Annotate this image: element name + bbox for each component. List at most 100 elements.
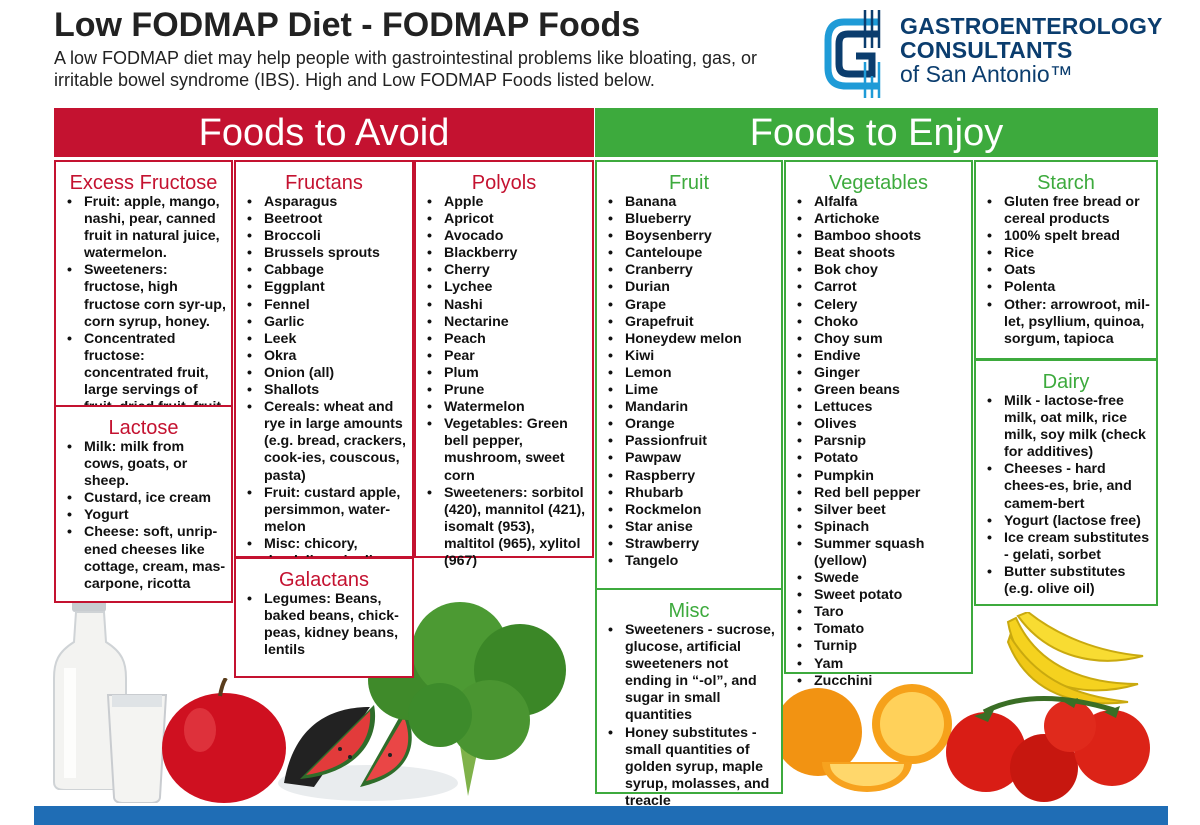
list-item: Olives bbox=[797, 416, 967, 433]
apple-illustration bbox=[162, 678, 286, 803]
vegetables-box: Vegetables Alfalfa Artichoke Bamboo shoo… bbox=[784, 160, 973, 690]
list-item: Silver beet bbox=[797, 502, 967, 519]
list-item: Watermelon bbox=[427, 399, 588, 416]
dairy-list: Milk - lactose-free milk, oat milk, rice… bbox=[976, 393, 1156, 598]
list-item: Eggplant bbox=[247, 279, 408, 296]
list-item: Cherry bbox=[427, 262, 588, 279]
list-item: Rockmelon bbox=[608, 502, 777, 519]
list-item: Oats bbox=[987, 262, 1152, 279]
oranges-illustration bbox=[774, 684, 952, 792]
list-item: Green beans bbox=[797, 382, 967, 399]
logo-mark-icon bbox=[824, 10, 881, 98]
list-item: Mandarin bbox=[608, 399, 777, 416]
lactose-title: Lactose bbox=[108, 417, 179, 439]
list-item: Apricot bbox=[427, 211, 588, 228]
list-item: Blueberry bbox=[608, 211, 777, 228]
list-item: Lychee bbox=[427, 279, 588, 296]
excess-fructose-title: Excess Fructose bbox=[69, 172, 218, 194]
dairy-box: Dairy Milk - lactose-free milk, oat milk… bbox=[974, 359, 1158, 606]
bananas-illustration bbox=[1006, 612, 1144, 705]
list-item: Avocado bbox=[427, 228, 588, 245]
misc-title: Misc bbox=[668, 600, 710, 622]
list-item: Turnip bbox=[797, 638, 967, 655]
list-item: Bamboo shoots bbox=[797, 228, 967, 245]
list-item: Cabbage bbox=[247, 262, 408, 279]
misc-list: Sweeteners - sucrose, glucose, artificia… bbox=[597, 622, 781, 810]
list-item: Pear bbox=[427, 348, 588, 365]
footer-bar bbox=[34, 806, 1168, 825]
foods-to-avoid-header: Foods to Avoid bbox=[54, 108, 594, 157]
vegetables-list: Alfalfa Artichoke Bamboo shoots Beat sho… bbox=[786, 194, 971, 690]
brand-logo[interactable]: GASTROENTEROLOGY CONSULTANTS of San Anto… bbox=[820, 8, 1180, 100]
starch-title: Starch bbox=[1037, 172, 1095, 194]
milk-bottle-illustration bbox=[53, 598, 127, 790]
lactose-box: Lactose Milk: milk from cows, goats, or … bbox=[54, 405, 233, 603]
list-item: Sweet potato bbox=[797, 587, 967, 604]
list-item: Milk: milk from cows, goats, or sheep. bbox=[67, 439, 227, 490]
misc-box: Misc Sweeteners - sucrose, glucose, arti… bbox=[595, 588, 783, 809]
list-item: Shallots bbox=[247, 382, 408, 399]
vegetables-title: Vegetables bbox=[829, 172, 928, 194]
excess-fructose-box: Excess Fructose Fruit: apple, mango, nas… bbox=[54, 160, 233, 432]
list-item: Endive bbox=[797, 348, 967, 365]
list-item: Star anise bbox=[608, 519, 777, 536]
list-item: Garlic bbox=[247, 314, 408, 331]
list-item: Parsnip bbox=[797, 433, 967, 450]
list-item: Grapefruit bbox=[608, 314, 777, 331]
galactans-list: Legumes: Beans, baked beans, chick-peas,… bbox=[236, 591, 412, 659]
lactose-list: Milk: milk from cows, goats, or sheep. C… bbox=[56, 439, 231, 593]
list-item: Plum bbox=[427, 365, 588, 382]
dairy-title: Dairy bbox=[1042, 371, 1090, 393]
list-item: Alfalfa bbox=[797, 194, 967, 211]
list-item: Honey substitutes - small quantities of … bbox=[608, 725, 777, 810]
list-item: Brussels sprouts bbox=[247, 245, 408, 262]
list-item: Prune bbox=[427, 382, 588, 399]
list-item: Potato bbox=[797, 450, 967, 467]
list-item: 100% spelt bread bbox=[987, 228, 1152, 245]
list-item: Durian bbox=[608, 279, 777, 296]
list-item: Rhubarb bbox=[608, 485, 777, 502]
list-item: Beetroot bbox=[247, 211, 408, 228]
list-item: Other: arrowroot, mil-let, psyllium, qui… bbox=[987, 297, 1152, 348]
list-item: Artichoke bbox=[797, 211, 967, 228]
list-item: Fruit: custard apple, persimmon, water-m… bbox=[247, 485, 408, 536]
list-item: Orange bbox=[608, 416, 777, 433]
logo-line-3: of San Antonio™ bbox=[900, 61, 1073, 87]
list-item: Polenta bbox=[987, 279, 1152, 296]
list-item: Summer squash (yellow) bbox=[797, 536, 967, 570]
list-item: Yam bbox=[797, 656, 967, 673]
galactans-title: Galactans bbox=[278, 569, 370, 591]
broccoli-illustration bbox=[368, 602, 566, 796]
list-item: Onion (all) bbox=[247, 365, 408, 382]
list-item: Spinach bbox=[797, 519, 967, 536]
list-item: Grape bbox=[608, 297, 777, 314]
list-item: Legumes: Beans, baked beans, chick-peas,… bbox=[247, 591, 408, 659]
list-item: Apple bbox=[427, 194, 588, 211]
list-item: Canteloupe bbox=[608, 245, 777, 262]
list-item: Zucchini bbox=[797, 673, 967, 690]
list-item: Honeydew melon bbox=[608, 331, 777, 348]
list-item: Sweeteners: sorbitol (420), mannitol (42… bbox=[427, 485, 588, 570]
excess-fructose-list: Fruit: apple, mango, nashi, pear, canned… bbox=[56, 194, 231, 433]
list-item: Choy sum bbox=[797, 331, 967, 348]
list-item: Milk - lactose-free milk, oat milk, rice… bbox=[987, 393, 1152, 461]
list-item: Vegetables: Green bell pepper, mushroom,… bbox=[427, 416, 588, 484]
list-item: Passionfruit bbox=[608, 433, 777, 450]
list-item: Blackberry bbox=[427, 245, 588, 262]
fruit-list: Banana Blueberry Boysenberry Canteloupe … bbox=[597, 194, 781, 570]
fruit-title: Fruit bbox=[669, 172, 709, 194]
list-item: Fruit: apple, mango, nashi, pear, canned… bbox=[67, 194, 227, 262]
page-subtitle: A low FODMAP diet may help people with g… bbox=[54, 48, 758, 90]
list-item: Yogurt (lactose free) bbox=[987, 513, 1152, 530]
list-item: Pumpkin bbox=[797, 468, 967, 485]
list-item: Ice cream substitutes - gelati, sorbet bbox=[987, 530, 1152, 564]
list-item: Beat shoots bbox=[797, 245, 967, 262]
list-item: Cheese: soft, unrip-ened cheeses like co… bbox=[67, 524, 227, 592]
list-item: Cranberry bbox=[608, 262, 777, 279]
fructans-box: Fructans Asparagus Beetroot Broccoli Bru… bbox=[234, 160, 414, 569]
list-item: Swede bbox=[797, 570, 967, 587]
polyols-box: Polyols Apple Apricot Avocado Blackberry… bbox=[414, 160, 594, 569]
list-item: Okra bbox=[247, 348, 408, 365]
list-item: Fennel bbox=[247, 297, 408, 314]
milk-glass-illustration bbox=[106, 694, 168, 803]
